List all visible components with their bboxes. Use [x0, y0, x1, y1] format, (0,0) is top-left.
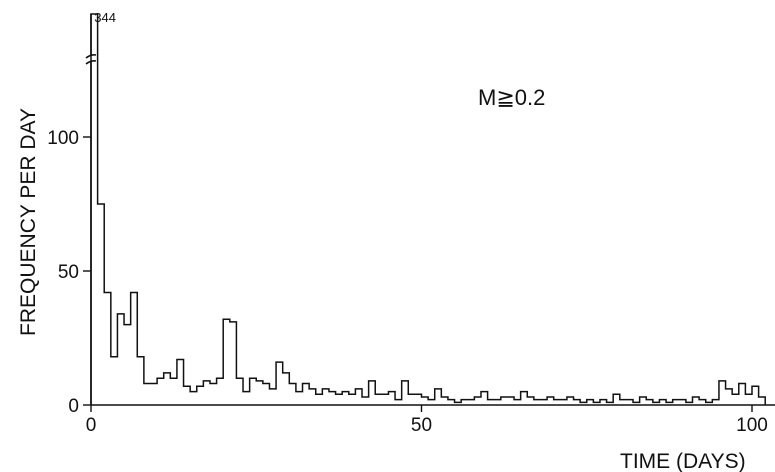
x-tick-label: 50 — [411, 415, 432, 436]
plot-area: 0 50 100 0 50 100 344 — [47, 10, 775, 436]
y-tick-label: 50 — [58, 262, 79, 283]
x-tick-label: 0 — [86, 415, 97, 436]
x-ticks: 0 50 100 — [86, 405, 768, 436]
y-tick-label: 0 — [68, 396, 79, 417]
histogram-step-line — [91, 14, 765, 405]
x-axis-label: TIME (DAYS) — [620, 450, 746, 472]
x-tick-label: 100 — [736, 415, 768, 436]
y-axis-label: FREQUENCY PER DAY — [17, 108, 40, 336]
peak-value-label: 344 — [94, 10, 116, 25]
magnitude-annotation: M≧0.2 — [478, 85, 545, 110]
y-ticks: 0 50 100 — [47, 128, 91, 417]
y-tick-label: 100 — [47, 128, 79, 149]
